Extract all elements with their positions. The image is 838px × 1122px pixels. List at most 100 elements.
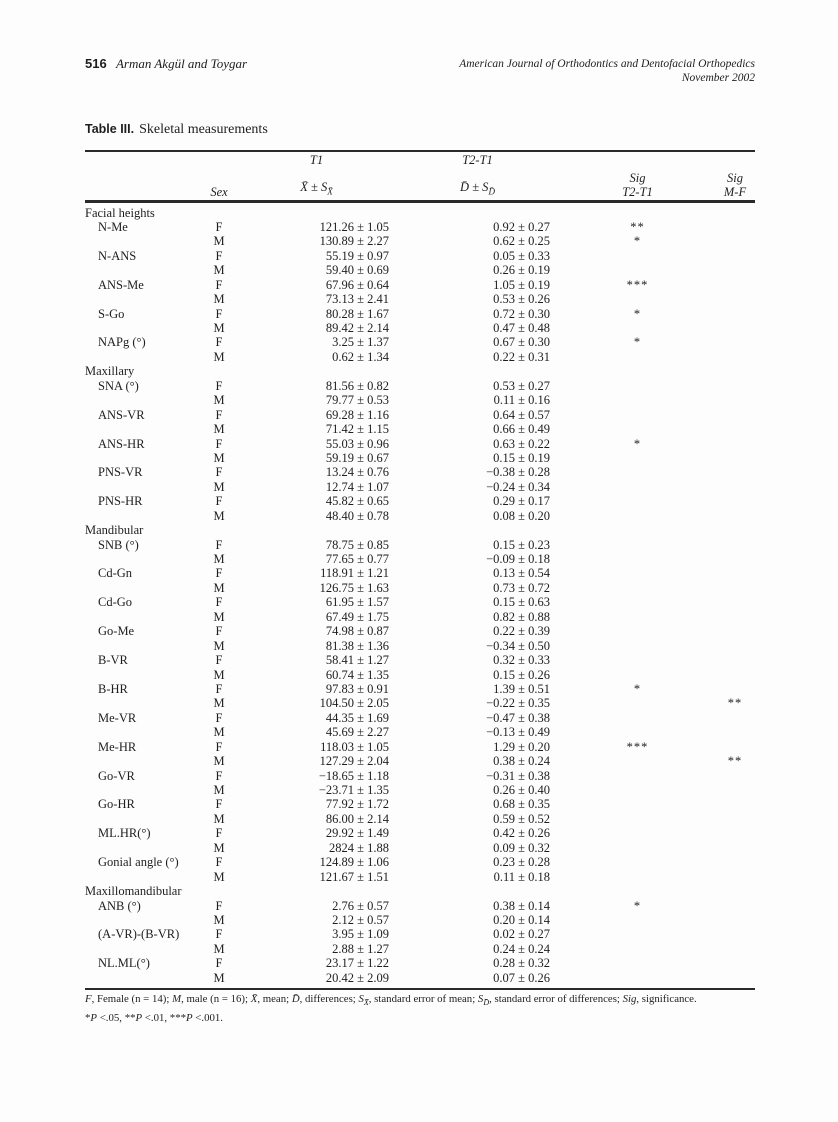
col-sig-mf-header: Sig M-F (723, 171, 747, 199)
table-row: M −23.71 ± 1.35 0.26 ± 0.40 (85, 783, 755, 797)
cell-sex: F (215, 898, 223, 913)
footnote-segment: , significance. (636, 993, 697, 1005)
footnote-segment: P (90, 1011, 98, 1024)
cell-sig-mf (715, 480, 755, 494)
cell-sig-mf (715, 451, 755, 465)
table-row: PNS-HR F 45.82 ± 0.65 0.29 ± 0.17 (85, 494, 755, 508)
cell-t1-mean: 23.17 ± 1.22 (325, 956, 389, 971)
cell-difference: −0.13 ± 0.49 (486, 725, 550, 740)
table-row: M 86.00 ± 2.14 0.59 ± 0.52 (85, 812, 755, 826)
table-row: B-HR F 97.83 ± 0.91 1.39 ± 0.51 * (85, 682, 755, 696)
cell-sig-mf (715, 812, 755, 826)
col-d-stat: D̄ ± SD̄ (460, 180, 495, 197)
cell-t1-mean: 86.00 ± 2.14 (325, 811, 389, 826)
cell-sig-t2t1 (560, 595, 715, 609)
cell-measurement (85, 783, 200, 797)
cell-measurement: S-Go (98, 306, 125, 321)
cell-measurement (85, 696, 200, 710)
cell-difference: 0.53 ± 0.27 (493, 378, 550, 393)
cell-sig-mf (715, 321, 755, 335)
cell-measurement: PNS-VR (98, 465, 143, 480)
footnote-segment: ** (124, 1011, 136, 1024)
cell-measurement: Gonial angle (°) (98, 855, 179, 870)
cell-measurement: Cd-Gn (98, 566, 133, 581)
cell-sig-mf (715, 783, 755, 797)
cell-t1-mean: 0.62 ± 1.34 (332, 349, 389, 364)
cell-measurement: PNS-HR (98, 494, 143, 509)
cell-sig-t2t1 (560, 812, 715, 826)
cell-t1-mean: 97.83 ± 0.91 (325, 681, 389, 696)
cell-difference: 1.39 ± 0.51 (493, 681, 550, 696)
table-row: Go-Me F 74.98 ± 0.87 0.22 ± 0.39 (85, 624, 755, 638)
cell-sig-t2t1 (560, 480, 715, 494)
cell-measurement: ANS-Me (98, 277, 144, 292)
cell-sig-t2t1 (560, 769, 715, 783)
cell-sex: M (213, 783, 225, 797)
cell-sig-t2t1 (560, 783, 715, 797)
cell-sig-mf (715, 234, 755, 248)
cell-sig-mf (715, 639, 755, 653)
cell-sex: M (213, 508, 225, 523)
cell-sig-mf (715, 422, 755, 436)
cell-sig-t2t1 (560, 826, 715, 840)
cell-sig-mf (715, 263, 755, 277)
cell-sig-mf (715, 393, 755, 407)
cell-difference: 0.15 ± 0.26 (493, 667, 550, 682)
cell-sex: F (215, 956, 223, 971)
cell-sig-t2t1 (560, 927, 715, 941)
cell-sig-mf: ** (727, 696, 743, 711)
cell-sig-t2t1 (560, 422, 715, 436)
table-row: M 45.69 ± 2.27 −0.13 ± 0.49 (85, 725, 755, 739)
cell-measurement (85, 668, 200, 682)
cell-difference: 1.05 ± 0.19 (493, 277, 550, 292)
cell-difference: 0.11 ± 0.18 (493, 869, 550, 884)
cell-sex: M (213, 479, 225, 494)
cell-measurement: Me-VR (98, 710, 137, 725)
cell-sig-t2t1 (560, 696, 715, 710)
cell-sex: F (215, 927, 223, 942)
cell-sig-t2t1 (560, 942, 715, 956)
cell-measurement (85, 841, 200, 855)
footnote-segment: *** (169, 1011, 186, 1024)
cell-measurement (85, 422, 200, 436)
cell-sig-mf (715, 841, 755, 855)
cell-sex: F (215, 537, 223, 552)
cell-difference: 0.38 ± 0.14 (493, 898, 550, 913)
cell-sig-t2t1: * (633, 436, 642, 451)
cell-t1-mean: 67.96 ± 0.64 (325, 277, 389, 292)
cell-t1-mean: −18.65 ± 1.18 (318, 768, 389, 783)
cell-measurement (85, 581, 200, 595)
table-row: Cd-Gn F 118.91 ± 1.21 0.13 ± 0.54 (85, 566, 755, 580)
cell-sig-t2t1 (560, 956, 715, 970)
cell-sig-mf (715, 971, 755, 985)
cell-sig-t2t1 (560, 393, 715, 407)
table-row: M 20.42 ± 2.09 0.07 ± 0.26 (85, 971, 755, 985)
cell-sig-mf (715, 581, 755, 595)
cell-measurement (85, 913, 200, 927)
cell-sig-t2t1 (560, 639, 715, 653)
cell-sex: F (215, 335, 223, 350)
cell-sex: F (215, 681, 223, 696)
cell-measurement: SNA (°) (98, 378, 139, 393)
cell-sig-mf: ** (727, 754, 743, 769)
cell-sig-mf (715, 595, 755, 609)
cell-sex: F (215, 378, 223, 393)
cell-t1-mean: 2.76 ± 0.57 (332, 898, 389, 913)
cell-sex: M (213, 840, 225, 855)
cell-measurement (85, 639, 200, 653)
cell-sig-mf (715, 956, 755, 970)
footnote-segment: S (358, 993, 364, 1005)
cell-difference: 0.28 ± 0.32 (493, 956, 550, 971)
rule-bottom (85, 988, 755, 990)
cell-difference: 0.92 ± 0.27 (493, 219, 550, 234)
cell-sex: M (213, 638, 225, 653)
col-group-t1: T1 (309, 153, 324, 167)
cell-t1-mean: 45.82 ± 0.65 (325, 494, 389, 509)
cell-difference: 0.23 ± 0.28 (493, 855, 550, 870)
cell-sig-t2t1 (560, 870, 715, 884)
cell-sig-t2t1: *** (626, 277, 649, 292)
col-t1-stat: X̄ ± SX̄ (300, 180, 333, 197)
cell-measurement: ANB (°) (98, 898, 141, 913)
table-row: M 104.50 ± 2.05 −0.22 ± 0.35 ** (85, 696, 755, 710)
cell-t1-mean: 3.25 ± 1.37 (332, 335, 389, 350)
